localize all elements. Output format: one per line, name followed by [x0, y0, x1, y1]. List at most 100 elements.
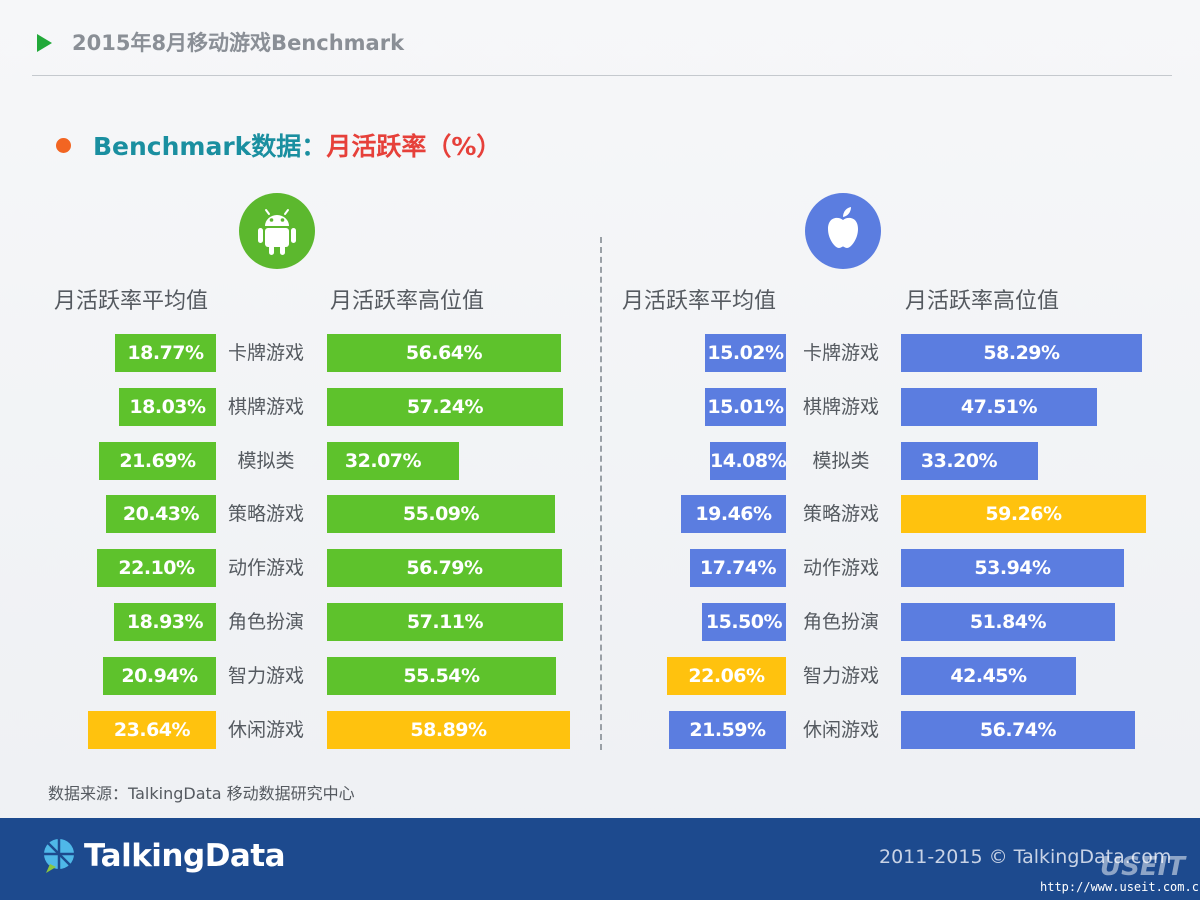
android-category-label: 棋牌游戏 [227, 396, 304, 418]
ios-high-bar [901, 711, 1135, 749]
android-high-bar [327, 711, 570, 749]
section-title: Benchmark数据：月活跃率（%） [56, 127, 501, 163]
android-avg-value-label: 18.03% [129, 396, 206, 418]
android-high-bar [327, 495, 555, 533]
ios-category-label: 策略游戏 [802, 503, 879, 525]
ios-high-value-label: 47.51% [960, 396, 1038, 418]
page-title: 2015年8月移动游戏Benchmark [72, 31, 405, 55]
android-high-bar [327, 603, 563, 641]
android-icon [239, 193, 315, 269]
android-avg-bar [119, 388, 216, 426]
talkingdata-logo-icon [42, 838, 78, 874]
ios-category-label: 卡牌游戏 [802, 342, 879, 364]
android-high-value-label: 57.11% [406, 611, 484, 633]
android-avg-value-label: 21.69% [119, 450, 196, 472]
footer-copyright: 2011-2015 © TalkingData.com [879, 846, 1172, 868]
ios-high-value-label: 53.94% [974, 557, 1051, 579]
ios-category-label: 模拟类 [812, 450, 870, 472]
ios-high-bar [901, 388, 1097, 426]
page-header: 2015年8月移动游戏Benchmark [0, 0, 1200, 80]
ios-avg-bar [702, 603, 786, 641]
ios-avg-bar [681, 495, 786, 533]
ios-high-value-label: 33.20% [920, 450, 998, 472]
android-high-value-label: 58.89% [410, 719, 487, 741]
ios-high-bar [901, 442, 1038, 480]
ios-category-label: 角色扮演 [802, 611, 879, 633]
android-avg-bar [97, 549, 216, 587]
android-category-label: 智力游戏 [227, 665, 304, 687]
ios-high-value-label: 59.26% [985, 503, 1062, 525]
android-high-bar [327, 388, 563, 426]
header-divider [32, 75, 1172, 76]
android-high-value-label: 57.24% [406, 396, 484, 418]
source-note: 数据来源：TalkingData 移动数据研究中心 [48, 784, 355, 803]
android-category-label: 模拟类 [237, 450, 295, 472]
ios-avg-bar [690, 549, 786, 587]
bullet-dot-icon [56, 137, 71, 153]
android-high-heading: 月活跃率高位值 [330, 289, 485, 314]
apple-icon [805, 193, 881, 269]
ios-avg-value-label: 15.01% [707, 396, 784, 418]
ios-high-value-label: 42.45% [950, 665, 1027, 687]
android-high-value-label: 55.09% [402, 503, 480, 525]
android-high-value-label: 55.54% [403, 665, 480, 687]
watermark-url: http://www.useit.com.cn [1040, 880, 1200, 894]
android-high-value-label: 56.64% [405, 342, 483, 364]
ios-high-value-label: 56.74% [979, 719, 1057, 741]
android-category-label: 策略游戏 [227, 503, 304, 525]
ios-avg-bar [705, 388, 786, 426]
android-category-label: 角色扮演 [227, 611, 304, 633]
platform-divider [600, 237, 602, 750]
android-avg-bar [115, 334, 216, 372]
android-avg-bar [114, 603, 216, 641]
android-avg-value-label: 18.93% [126, 611, 204, 633]
ios-category-label: 动作游戏 [802, 557, 879, 579]
useit-watermark: USEIT [1100, 852, 1186, 882]
ios-high-heading: 月活跃率高位值 [905, 289, 1060, 314]
android-avg-bar [99, 442, 216, 480]
ios-high-bar [901, 549, 1124, 587]
ios-high-bar [901, 657, 1076, 695]
ios-avg-value-label: 15.02% [707, 342, 784, 364]
ios-avg-bar [667, 657, 786, 695]
ios-avg-heading: 月活跃率平均值 [622, 289, 777, 314]
android-high-value-label: 32.07% [344, 450, 422, 472]
android-high-bar [327, 549, 562, 587]
android-avg-bar [88, 711, 216, 749]
android-avg-value-label: 23.64% [113, 719, 191, 741]
ios-avg-bar [710, 442, 786, 480]
ios-avg-value-label: 21.59% [689, 719, 766, 741]
android-category-label: 休闲游戏 [227, 719, 304, 741]
android-avg-heading: 月活跃率平均值 [54, 289, 209, 314]
ios-avg-value-label: 14.08% [710, 450, 787, 472]
android-high-bar [327, 657, 556, 695]
android-avg-value-label: 22.10% [118, 557, 195, 579]
brand-name: TalkingData [84, 838, 286, 874]
ios-category-label: 棋牌游戏 [802, 396, 879, 418]
ios-avg-value-label: 15.50% [705, 611, 783, 633]
android-avg-value-label: 20.94% [121, 665, 198, 687]
ios-avg-value-label: 17.74% [699, 557, 777, 579]
ios-category-label: 休闲游戏 [802, 719, 879, 741]
ios-high-bar [901, 603, 1115, 641]
android-avg-bar [103, 657, 216, 695]
android-avg-value-label: 20.43% [122, 503, 200, 525]
android-high-bar [327, 334, 561, 372]
ios-avg-bar [705, 334, 786, 372]
android-avg-bar [106, 495, 216, 533]
ios-high-bar [901, 334, 1142, 372]
ios-avg-value-label: 22.06% [688, 665, 765, 687]
android-category-label: 动作游戏 [227, 557, 304, 579]
section-title-prefix: Benchmark数据： [93, 132, 327, 161]
section-title-metric: 月活跃率（%） [326, 132, 502, 161]
android-avg-value-label: 18.77% [127, 342, 204, 364]
ios-category-label: 智力游戏 [802, 665, 879, 687]
ios-high-value-label: 51.84% [969, 611, 1047, 633]
android-high-bar [327, 442, 459, 480]
ios-avg-bar [669, 711, 786, 749]
play-icon [37, 34, 52, 52]
footer-bar [0, 818, 1200, 900]
ios-high-bar [901, 495, 1146, 533]
android-high-value-label: 56.79% [406, 557, 483, 579]
ios-avg-value-label: 19.46% [695, 503, 772, 525]
